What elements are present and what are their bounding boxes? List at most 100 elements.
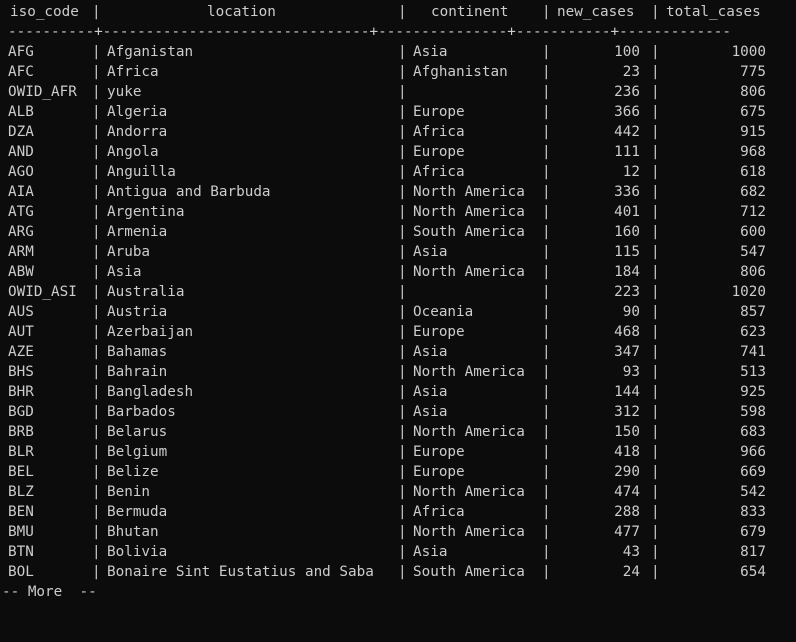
cell-location: Antigua and Barbuda xyxy=(107,184,271,200)
cell-iso-code: BLR xyxy=(8,444,34,460)
table-row: BHS Bahrain North America 93 513 | | | | xyxy=(0,362,796,382)
cell-iso-code: BEN xyxy=(8,504,34,520)
table-row: ALB Algeria Europe 366 675 | | | | xyxy=(0,102,796,122)
cell-continent: Europe xyxy=(413,144,465,160)
cell-total-cases: 623 xyxy=(740,324,766,340)
table-row: BHR Bangladesh Asia 144 925 | | | | xyxy=(0,382,796,402)
column-separator: | xyxy=(92,204,101,220)
column-separator: | xyxy=(92,364,101,380)
column-separator: | xyxy=(92,564,101,580)
cell-iso-code: AFG xyxy=(8,44,34,60)
column-separator: | xyxy=(398,424,407,440)
cell-total-cases: 600 xyxy=(740,224,766,240)
table-row: AGO Anguilla Africa 12 618 | | | | xyxy=(0,162,796,182)
cell-continent: Asia xyxy=(413,384,448,400)
cell-new-cases: 144 xyxy=(614,384,640,400)
cell-iso-code: BOL xyxy=(8,564,34,580)
column-separator: | xyxy=(92,404,101,420)
column-separator: | xyxy=(542,264,551,280)
cell-iso-code: AND xyxy=(8,144,34,160)
column-separator: | xyxy=(398,224,407,240)
column-separator: | xyxy=(651,384,660,400)
column-separator: | xyxy=(398,344,407,360)
pager-line: -- More -- xyxy=(0,582,796,602)
cell-total-cases: 669 xyxy=(740,464,766,480)
cell-new-cases: 236 xyxy=(614,84,640,100)
cell-continent: North America xyxy=(413,484,525,500)
column-separator: | xyxy=(92,164,101,180)
table-row: BTN Bolivia Asia 43 817 | | | | xyxy=(0,542,796,562)
header-new-cases: new_cases xyxy=(557,4,635,20)
cell-continent: Asia xyxy=(413,244,448,260)
column-separator: | xyxy=(542,304,551,320)
table-row: BGD Barbados Asia 312 598 | | | | xyxy=(0,402,796,422)
cell-new-cases: 468 xyxy=(614,324,640,340)
column-separator: | xyxy=(92,484,101,500)
cell-new-cases: 418 xyxy=(614,444,640,460)
cell-new-cases: 43 xyxy=(622,544,640,560)
column-separator: | xyxy=(651,424,660,440)
column-separator: | xyxy=(542,324,551,340)
column-separator: | xyxy=(651,444,660,460)
cell-new-cases: 115 xyxy=(614,244,640,260)
column-separator: | xyxy=(92,504,101,520)
cell-new-cases: 223 xyxy=(614,284,640,300)
cell-location: Africa xyxy=(107,64,159,80)
cell-continent: South America xyxy=(413,224,525,240)
cell-continent: North America xyxy=(413,264,525,280)
column-separator: | xyxy=(92,244,101,260)
cell-location: Bonaire Sint Eustatius and Saba xyxy=(107,564,374,580)
column-separator: | xyxy=(542,444,551,460)
table-row: BLZ Benin North America 474 542 | | | | xyxy=(0,482,796,502)
cell-location: Bolivia xyxy=(107,544,168,560)
table-row: ABW Asia North America 184 806 | | | | xyxy=(0,262,796,282)
column-separator: | xyxy=(398,364,407,380)
column-separator: | xyxy=(92,324,101,340)
table-row: ATG Argentina North America 401 712 | | | | xyxy=(0,202,796,222)
table-row: OWID_ASI Australia 223 1020 | | | | xyxy=(0,282,796,302)
column-separator: | xyxy=(92,304,101,320)
column-separator: | xyxy=(542,484,551,500)
column-separator: | xyxy=(651,4,660,20)
cell-iso-code: AIA xyxy=(8,184,34,200)
table-row: ARG Armenia South America 160 600 | | | | xyxy=(0,222,796,242)
cell-location: Anguilla xyxy=(107,164,176,180)
column-separator: | xyxy=(398,524,407,540)
cell-iso-code: BHR xyxy=(8,384,34,400)
cell-location: Afganistan xyxy=(107,44,194,60)
cell-total-cases: 1000 xyxy=(731,44,766,60)
table-header-row: iso_code | location | continent | new_ca… xyxy=(0,2,796,22)
cell-new-cases: 442 xyxy=(614,124,640,140)
cell-location: Bahamas xyxy=(107,344,168,360)
column-separator: | xyxy=(651,284,660,300)
cell-continent: Asia xyxy=(413,404,448,420)
cell-location: yuke xyxy=(107,84,142,100)
column-separator: | xyxy=(651,204,660,220)
column-separator: | xyxy=(542,564,551,580)
cell-continent: Europe xyxy=(413,444,465,460)
cell-new-cases: 401 xyxy=(614,204,640,220)
table-row: BOL Bonaire Sint Eustatius and Saba South … xyxy=(0,562,796,582)
cell-total-cases: 775 xyxy=(740,64,766,80)
column-separator: | xyxy=(542,364,551,380)
column-separator: | xyxy=(542,84,551,100)
column-separator: | xyxy=(651,104,660,120)
cell-new-cases: 100 xyxy=(614,44,640,60)
column-separator: | xyxy=(92,44,101,60)
column-separator: | xyxy=(542,224,551,240)
column-separator: | xyxy=(92,124,101,140)
table-row: AZE Bahamas Asia 347 741 | | | | xyxy=(0,342,796,362)
column-separator: | xyxy=(398,164,407,180)
column-separator: | xyxy=(398,384,407,400)
cell-total-cases: 675 xyxy=(740,104,766,120)
cell-location: Angola xyxy=(107,144,159,160)
column-separator: | xyxy=(651,544,660,560)
column-separator: | xyxy=(651,144,660,160)
column-separator: | xyxy=(542,504,551,520)
cell-total-cases: 806 xyxy=(740,264,766,280)
column-separator: | xyxy=(542,44,551,60)
cell-continent: North America xyxy=(413,364,525,380)
terminal-window[interactable]: iso_code | location | continent | new_ca… xyxy=(0,0,796,606)
cell-iso-code: AUT xyxy=(8,324,34,340)
column-separator: | xyxy=(651,84,660,100)
